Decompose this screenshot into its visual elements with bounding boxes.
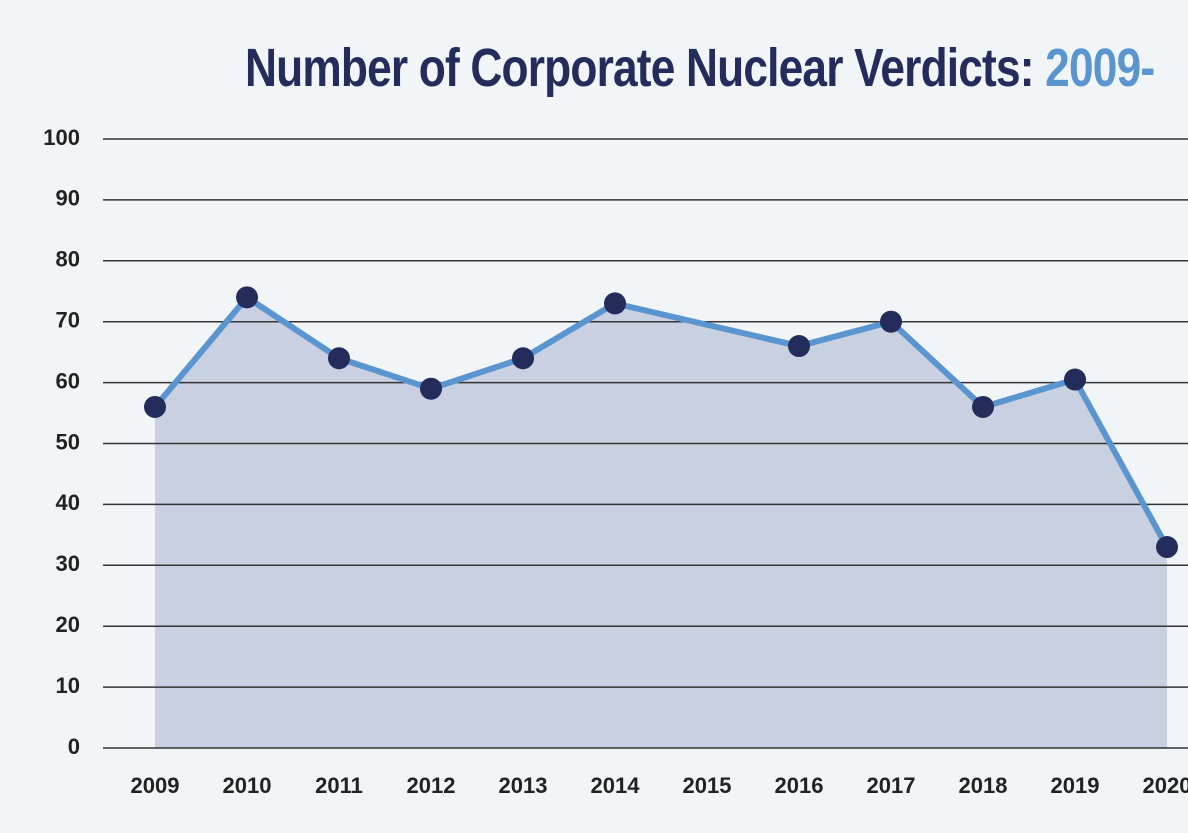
title-highlight: 2009-: [1045, 38, 1154, 98]
y-tick-label: 100: [43, 125, 80, 150]
marker: [1156, 536, 1178, 559]
y-tick-label: 70: [56, 308, 80, 333]
marker: [604, 292, 626, 315]
y-tick-label: 20: [56, 612, 80, 637]
x-tick-label: 2019: [1051, 773, 1100, 798]
x-tick-label: 2020: [1143, 773, 1188, 798]
marker: [328, 347, 350, 370]
marker: [512, 347, 534, 370]
marker: [972, 395, 994, 418]
x-tick-label: 2018: [959, 773, 1008, 798]
y-tick-label: 80: [56, 247, 80, 272]
x-tick-label: 2009: [131, 773, 180, 798]
area: [155, 297, 1167, 748]
marker: [880, 310, 902, 333]
marker: [236, 286, 258, 309]
y-tick-label: 0: [68, 734, 80, 759]
y-tick-label: 30: [56, 551, 80, 576]
marker: [1064, 368, 1086, 391]
y-tick-label: 50: [56, 429, 80, 454]
x-tick-label: 2013: [499, 773, 548, 798]
x-tick-label: 2011: [315, 773, 363, 798]
x-tick-label: 2016: [775, 773, 824, 798]
y-tick-label: 40: [56, 490, 80, 515]
marker: [788, 335, 810, 358]
title-main: Number of Corporate Nuclear Verdicts:: [245, 38, 1045, 98]
y-tick-label: 60: [56, 368, 80, 393]
x-tick-label: 2015: [683, 773, 732, 798]
marker: [420, 377, 442, 400]
chart-title: Number of Corporate Nuclear Verdicts: 20…: [245, 38, 1154, 98]
marker: [144, 395, 166, 418]
y-tick-label: 10: [56, 673, 80, 698]
line: [152, 294, 1170, 549]
y-tick-label: 90: [56, 186, 80, 211]
x-tick-label: 2012: [407, 773, 456, 798]
x-tick-label: 2010: [223, 773, 272, 798]
x-tick-label: 2017: [867, 773, 916, 798]
x-tick-label: 2014: [591, 773, 641, 798]
